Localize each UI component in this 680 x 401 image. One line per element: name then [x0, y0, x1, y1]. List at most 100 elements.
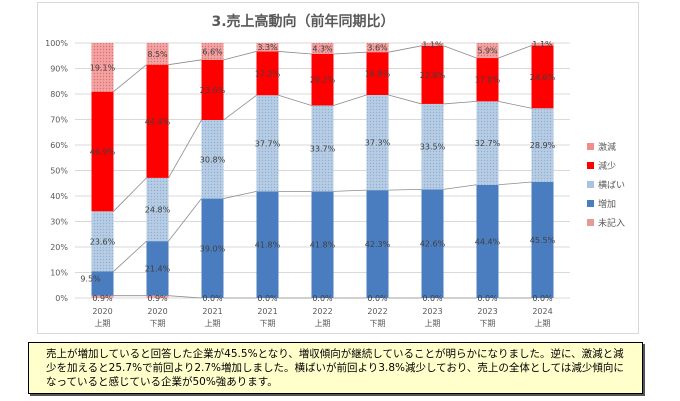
data-label: 0.0%: [367, 294, 388, 303]
chart-legend: 激減減少横ばい増加未記入: [587, 137, 625, 232]
series-line: [333, 51, 367, 55]
data-label: 0.0%: [532, 294, 553, 303]
bar-segment-横ばい: [311, 105, 334, 192]
bar-segment-横ばい: [91, 211, 114, 272]
series-line: [388, 45, 422, 53]
series-line: [168, 295, 202, 299]
series-line: [278, 94, 312, 106]
legend-swatch: [587, 162, 594, 169]
data-label: 30.8%: [200, 155, 226, 164]
bar-segment-横ばい: [256, 95, 279, 192]
bar-segment-減少: [311, 53, 334, 106]
data-label: 21.4%: [145, 264, 171, 273]
data-label: 0.9%: [92, 294, 113, 303]
series-line: [168, 59, 202, 66]
data-label: 45.5%: [530, 236, 556, 245]
bar-segment-横ばい: [201, 120, 224, 199]
y-tick-label: 20%: [50, 243, 68, 252]
series-line: [223, 51, 257, 61]
legend-label: 増加: [598, 200, 617, 210]
data-label: 23.6%: [200, 86, 226, 95]
legend-item: 横ばい: [587, 175, 625, 194]
data-label: 0.0%: [257, 294, 278, 303]
data-label: 16.8%: [365, 70, 391, 79]
bar-segment-激減: [311, 43, 334, 54]
bar-segment-増加: [476, 184, 499, 298]
legend-swatch: [587, 200, 594, 207]
bar-segment-激減: [421, 43, 444, 46]
legend-swatch: [587, 219, 594, 226]
bar-segment-未記入: [91, 295, 114, 298]
series-line: [388, 188, 422, 191]
data-label: 33.7%: [310, 144, 336, 153]
bar-segment-増加: [256, 191, 279, 298]
x-tick-label: 上期: [315, 319, 331, 328]
series-line: [333, 189, 367, 192]
bar-segment-減少: [91, 91, 114, 212]
legend-item: 減少: [587, 156, 625, 175]
x-tick-label: 2023: [477, 307, 497, 316]
x-tick-label: 下期: [260, 319, 276, 328]
x-tick-label: 下期: [480, 319, 496, 328]
bar-segment-横ばい: [476, 101, 499, 185]
bar-segment-激減: [476, 43, 499, 59]
series-line: [333, 94, 367, 106]
data-label: 24.6%: [530, 73, 556, 82]
data-label: 3.6%: [367, 44, 388, 53]
series-line: [223, 191, 257, 199]
x-tick-label: 2020: [147, 307, 167, 316]
y-tick-label: 10%: [50, 269, 68, 278]
legend-label: 激減: [598, 143, 617, 153]
bar-segment-横ばい: [366, 95, 389, 191]
data-label: 1.1%: [422, 40, 443, 49]
x-tick-label: 下期: [150, 319, 166, 328]
bar-segment-横ばい: [146, 177, 169, 242]
x-tick-label: 2022: [367, 307, 387, 316]
data-label: 23.6%: [90, 237, 116, 246]
y-tick-label: 100%: [45, 39, 68, 48]
data-label: 8.5%: [147, 50, 168, 59]
data-label: 0.9%: [147, 294, 168, 303]
data-label: 17.0%: [475, 76, 501, 85]
bar-segment-横ばい: [531, 108, 554, 182]
data-label: 6.6%: [202, 47, 223, 56]
data-label: 9.5%: [80, 274, 101, 283]
bar-segment-増加: [201, 198, 224, 298]
data-label: 33.5%: [420, 143, 446, 152]
legend-swatch: [587, 181, 594, 188]
legend-label: 未記入: [598, 219, 626, 229]
legend-label: 横ばい: [598, 181, 626, 191]
data-label: 42.6%: [420, 240, 446, 249]
x-tick-label: 上期: [535, 319, 551, 328]
data-label: 28.9%: [530, 141, 556, 150]
series-line: [278, 51, 312, 55]
data-label: 44.4%: [475, 237, 501, 246]
summary-note: 売上が増加していると回答した企業が45.5%となり、増収傾向が継続していることが…: [28, 342, 643, 394]
series-line: [498, 181, 532, 186]
data-label: 24.8%: [145, 206, 171, 215]
bar-segment-激減: [366, 43, 389, 53]
bar-segment-増加: [366, 190, 389, 298]
bar-segment-激減: [146, 43, 169, 65]
bar-segment-激減: [91, 43, 114, 92]
data-label: 17.2%: [255, 69, 281, 78]
bar-segment-激減: [256, 43, 279, 52]
y-tick-label: 40%: [50, 192, 68, 201]
data-label: 0.0%: [477, 294, 498, 303]
x-tick-label: 上期: [205, 319, 221, 328]
series-line: [498, 101, 532, 109]
series-line: [443, 100, 477, 105]
data-label: 42.3%: [365, 240, 391, 249]
bar-segment-横ばい: [421, 103, 444, 190]
y-tick-label: 60%: [50, 141, 68, 150]
data-label: 37.3%: [365, 139, 391, 148]
data-label: 4.3%: [312, 44, 333, 53]
data-label: 19.1%: [90, 63, 116, 72]
legend-item: 激減: [587, 137, 625, 156]
x-tick-label: 2022: [312, 307, 332, 316]
bar-segment-減少: [366, 52, 389, 96]
data-label: 0.0%: [202, 294, 223, 303]
x-tick-label: 2020: [92, 307, 112, 316]
series-line: [168, 119, 202, 179]
y-tick-label: 50%: [50, 167, 68, 176]
